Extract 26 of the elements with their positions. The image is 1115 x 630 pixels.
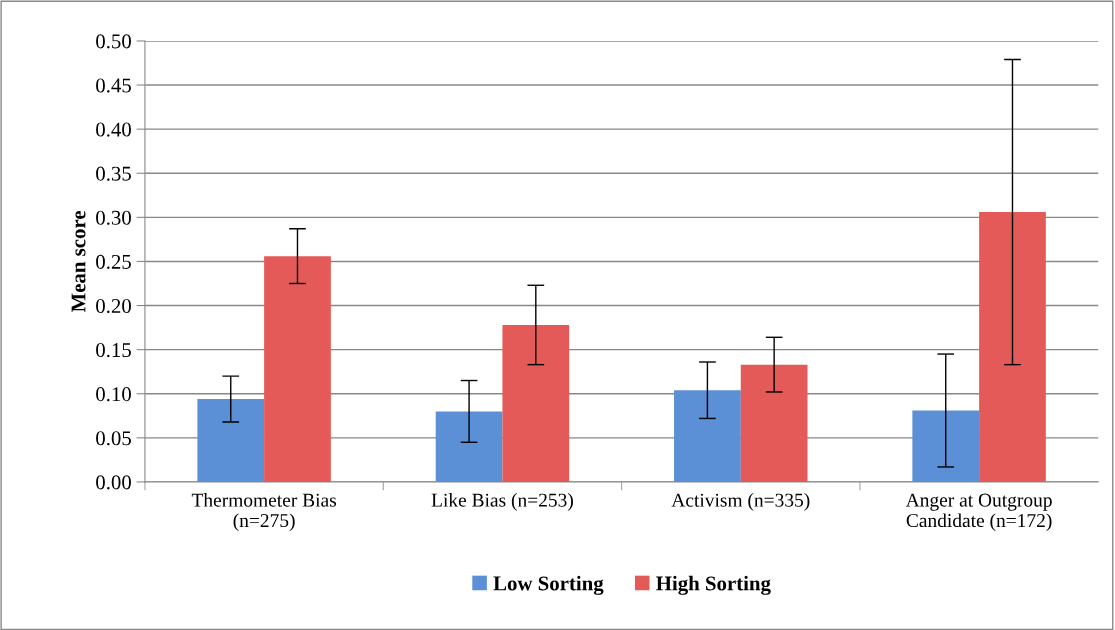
bar: [435, 411, 503, 482]
bar: [264, 256, 331, 482]
y-tick-label: 0.50: [96, 34, 131, 49]
y-tick-label: 0.05: [96, 431, 131, 446]
bar: [740, 364, 808, 482]
bar: [912, 410, 980, 482]
y-tick-label: 0.15: [96, 343, 131, 358]
x-tick-label: Thermometer Bias (n=275): [191, 493, 337, 532]
x-tick-label: Like Bias (n=253): [431, 493, 573, 511]
bar: [502, 324, 570, 482]
x-tick-label: Anger at Outgroup Candidate (n=172): [905, 493, 1052, 532]
y-tick-label: 0.45: [96, 78, 131, 93]
y-tick-label: 0.35: [96, 166, 131, 181]
bar: [979, 212, 1046, 482]
y-axis-title: Mean score: [71, 210, 86, 313]
bar: [197, 399, 265, 482]
y-tick-label: 0.25: [96, 254, 131, 269]
y-tick-label: 0.20: [96, 298, 131, 314]
legend-label: High Sorting: [656, 575, 771, 595]
y-tick-label: 0.40: [96, 122, 131, 137]
x-tick-label: Activism (n=335): [671, 493, 810, 511]
y-tick-label: 0.30: [96, 210, 131, 225]
bar: [674, 390, 741, 482]
y-tick-label: 0.00: [96, 475, 131, 490]
legend-label: Low Sorting: [493, 575, 604, 595]
y-tick-label: 0.10: [96, 387, 131, 402]
